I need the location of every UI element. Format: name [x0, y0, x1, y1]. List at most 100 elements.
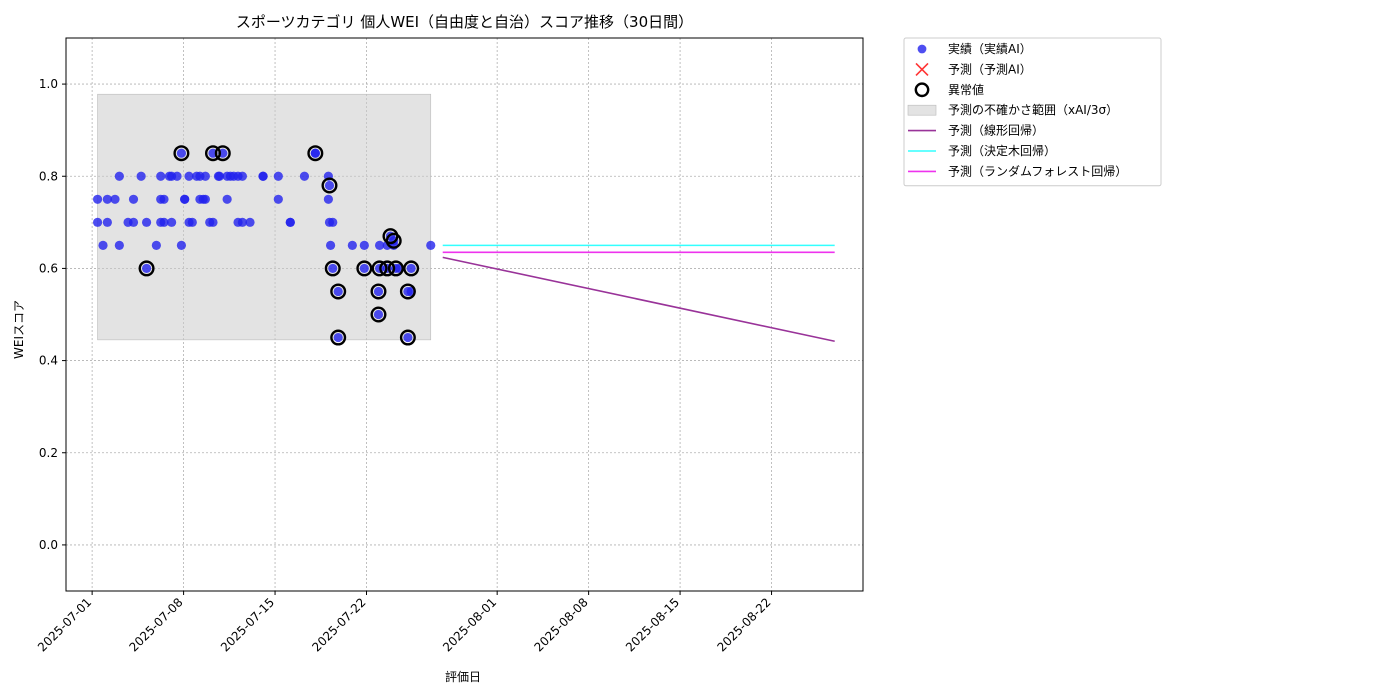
anomaly-ring [370, 283, 387, 300]
uncertainty-band-layer [97, 93, 432, 341]
data-point [222, 194, 232, 204]
legend-label: 予測（ランダムフォレスト回帰） [948, 163, 1127, 178]
y-tick-label: 0.0 [39, 538, 58, 552]
data-point [237, 217, 247, 227]
anomaly-ring [138, 260, 155, 277]
data-point [92, 194, 103, 204]
legend-label: 予測（線形回帰） [948, 123, 1044, 138]
data-point [333, 286, 343, 297]
data-point [310, 148, 320, 158]
y-tick-label: 0.8 [39, 169, 58, 183]
x-axis: 2025-07-01 2025-07-08 2025-07-15 2025-07-22… [35, 591, 774, 654]
y-axis-label: WEIスコア [12, 300, 26, 359]
x-axis-label: 評価日 [445, 669, 481, 684]
data-point [114, 171, 124, 181]
anomaly-ring [204, 145, 221, 162]
data-point [299, 171, 310, 181]
data-point [110, 194, 120, 204]
anomaly-ring [371, 260, 388, 277]
data-point [273, 194, 283, 204]
data-point [245, 217, 255, 227]
x-tick-label: 2025-07-22 [309, 595, 368, 654]
y-tick-label: 1.0 [39, 77, 58, 91]
data-point [285, 217, 295, 227]
data-point [92, 217, 103, 227]
anomaly-ring [399, 283, 416, 300]
plot-frame [65, 37, 864, 592]
prediction-lines-layer [442, 244, 835, 343]
data-point [98, 240, 108, 250]
chart-title: スポーツカテゴリ 個人WEI（自由度と自治）スコア推移（30日間） [236, 13, 693, 31]
anomaly-ring [385, 232, 402, 249]
anomaly-rings-layer [138, 145, 420, 346]
data-point [167, 217, 177, 227]
x-tick-label: 2025-07-15 [218, 595, 277, 654]
data-point [159, 217, 169, 227]
data-point [258, 171, 268, 181]
anomaly-ring [370, 306, 387, 323]
data-point [159, 194, 169, 204]
data-point [347, 240, 357, 250]
y-axis: 0.0 0.2 0.4 0.6 0.8 1.0 [39, 77, 66, 552]
anomaly-ring [330, 329, 347, 346]
data-point [114, 240, 124, 250]
data-point [151, 240, 161, 250]
data-point [200, 194, 210, 204]
x-tick-label: 2025-08-08 [532, 595, 591, 654]
data-point [373, 309, 384, 320]
legend-label: 予測（決定木回帰） [948, 143, 1056, 158]
data-point [333, 332, 343, 343]
anomaly-ring [399, 329, 416, 346]
anomaly-ring [356, 260, 373, 277]
legend-marker-actual [917, 44, 927, 54]
data-point [403, 332, 413, 343]
anomaly-ring [403, 260, 420, 277]
x-tick-label: 2025-07-08 [126, 595, 185, 654]
anomaly-ring [330, 283, 347, 300]
data-point [325, 240, 336, 250]
data-point [176, 240, 187, 250]
data-point [373, 286, 384, 297]
data-point [323, 194, 334, 204]
y-tick-label: 0.4 [39, 354, 58, 368]
anomaly-ring [387, 260, 404, 277]
legend-label: 予測（予測AI） [948, 62, 1032, 76]
data-point [208, 217, 218, 227]
anomaly-ring [214, 145, 231, 162]
data-point [374, 240, 385, 250]
data-point [176, 148, 187, 158]
data-point [102, 194, 112, 204]
data-point [136, 171, 146, 181]
data-point [328, 217, 338, 227]
anomaly-ring [324, 260, 341, 277]
legend-label: 予測の不確かさ範囲（xAI/3σ） [948, 102, 1118, 117]
legend-marker-predicted [915, 62, 929, 76]
anomaly-ring [307, 145, 324, 162]
data-point [141, 217, 152, 227]
data-point [128, 217, 139, 227]
data-point [180, 194, 190, 204]
data-point [359, 240, 369, 250]
x-tick-label: 2025-08-01 [440, 595, 499, 654]
legend-label: 実績（実績AI） [948, 41, 1032, 56]
x-tick-label: 2025-07-01 [35, 595, 94, 654]
legend-marker-band [907, 104, 937, 116]
legend-marker-anomaly [914, 82, 930, 98]
legend-label: 異常値 [948, 82, 984, 97]
data-point [156, 171, 166, 181]
data-point [200, 171, 210, 181]
y-tick-label: 0.2 [39, 446, 58, 460]
data-point [128, 194, 139, 204]
data-point [187, 217, 197, 227]
data-point [406, 263, 416, 274]
anomaly-ring [379, 260, 396, 277]
data-point [273, 171, 283, 181]
anomaly-ring [321, 177, 338, 194]
uncertainty-band [97, 93, 432, 341]
x-tick-label: 2025-08-15 [623, 595, 682, 654]
data-point [172, 171, 182, 181]
anomaly-ring [173, 145, 190, 162]
data-point [328, 263, 338, 274]
